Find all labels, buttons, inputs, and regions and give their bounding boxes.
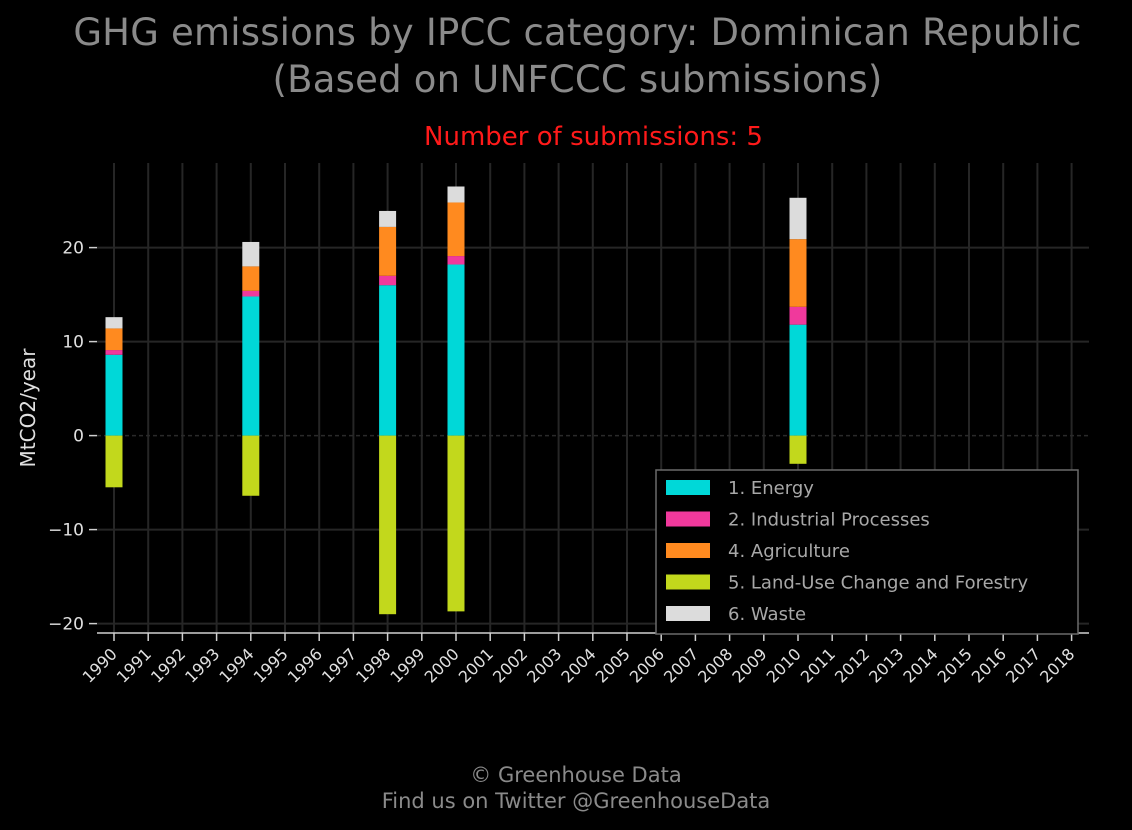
bar-segment	[789, 324, 807, 436]
legend-label: 4. Agriculture	[728, 541, 850, 562]
x-tick-label: 2013	[865, 644, 907, 686]
x-tick-label: 2014	[899, 644, 941, 686]
legend: 1. Energy 2. Industrial Processes 4. Agric…	[655, 469, 1079, 635]
bar-segment	[379, 435, 397, 615]
bar-segment	[789, 435, 807, 464]
legend-label: 6. Waste	[728, 604, 806, 625]
legend-swatch	[666, 480, 710, 495]
x-tick-label: 2006	[626, 644, 668, 686]
legend-box	[655, 469, 1079, 635]
y-tick-label: 10	[62, 333, 84, 353]
x-tick-label: 1992	[147, 644, 189, 686]
bar-segment	[105, 328, 123, 351]
x-tick-label: 1994	[215, 644, 257, 686]
x-tick-label: 2005	[592, 644, 634, 686]
bar-segment	[379, 226, 397, 276]
bar-segment	[379, 275, 397, 286]
x-tick-label: 2009	[728, 644, 770, 686]
x-tick-label: 1999	[386, 644, 428, 686]
x-tick-label: 1990	[79, 644, 121, 686]
bar-segment	[447, 435, 465, 612]
bar-segment	[105, 350, 123, 355]
bar-segment	[789, 239, 807, 307]
y-tick-label: 20	[62, 239, 84, 259]
legend-label: 2. Industrial Processes	[728, 510, 930, 531]
bar-segment	[447, 256, 465, 265]
chart-subtitle: Number of submissions: 5	[424, 122, 763, 152]
x-tick-label: 2001	[455, 644, 497, 686]
x-tick-label: 2007	[660, 644, 702, 686]
x-tick-label: 2003	[523, 644, 565, 686]
x-tick-label: 1995	[250, 644, 292, 686]
bar-segment	[242, 290, 260, 297]
x-tick-label: 2018	[1036, 644, 1078, 686]
x-tick-label: 2002	[489, 644, 531, 686]
x-tick-label: 2011	[797, 644, 839, 686]
bar-segment	[447, 202, 465, 257]
x-tick-label: 1991	[113, 644, 155, 686]
bars	[105, 186, 807, 615]
bar-segment	[242, 266, 260, 291]
x-tick-label: 2016	[968, 644, 1010, 686]
legend-label: 1. Energy	[728, 478, 814, 499]
bar-segment	[105, 435, 123, 488]
x-tick-label: 2010	[763, 644, 805, 686]
footer-copyright: © Greenhouse Data	[470, 763, 682, 787]
legend-swatch	[666, 606, 710, 621]
y-tick-label: −20	[48, 615, 84, 635]
x-tick-label: 1997	[318, 644, 360, 686]
bar-segment	[105, 354, 123, 436]
x-tick-label: 1993	[181, 644, 223, 686]
footer-twitter: Find us on Twitter @GreenhouseData	[381, 789, 771, 813]
bar-segment	[379, 210, 397, 227]
y-tick-label: 0	[73, 427, 84, 447]
bar-segment	[789, 197, 807, 240]
y-axis-label: MtCO2/year	[16, 348, 40, 468]
x-tick-label: 2004	[557, 644, 599, 686]
x-tick-label: 2012	[831, 644, 873, 686]
x-tick-label: 2017	[1002, 644, 1044, 686]
bar-segment	[105, 317, 123, 329]
chart-title-line2: (Based on UNFCCC submissions)	[272, 58, 883, 101]
bar-segment	[447, 264, 465, 436]
x-tick-label: 2000	[421, 644, 463, 686]
bar-segment	[379, 285, 397, 436]
chart-title: GHG emissions by IPCC category: Dominica…	[73, 11, 1082, 54]
legend-swatch	[666, 511, 710, 527]
x-tick-label: 2008	[694, 644, 736, 686]
legend-swatch	[666, 543, 710, 558]
bar-segment	[242, 435, 260, 496]
bar-segment	[242, 296, 260, 436]
x-tick-label: 2015	[934, 644, 976, 686]
bar-segment	[789, 306, 807, 325]
x-tick-label: 1998	[352, 644, 394, 686]
bar-segment	[447, 186, 465, 203]
x-tick-label: 1996	[284, 644, 326, 686]
legend-label: 5. Land-Use Change and Forestry	[728, 573, 1028, 594]
y-tick-label: −10	[48, 521, 84, 541]
legend-swatch	[666, 574, 710, 590]
bar-segment	[242, 241, 260, 267]
